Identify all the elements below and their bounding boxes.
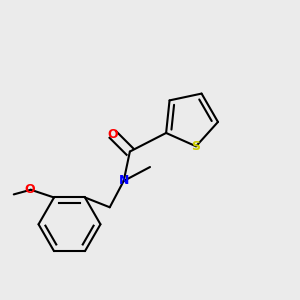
- Text: N: N: [118, 175, 129, 188]
- Text: O: O: [25, 183, 35, 196]
- Text: O: O: [107, 128, 118, 141]
- Text: S: S: [191, 140, 200, 153]
